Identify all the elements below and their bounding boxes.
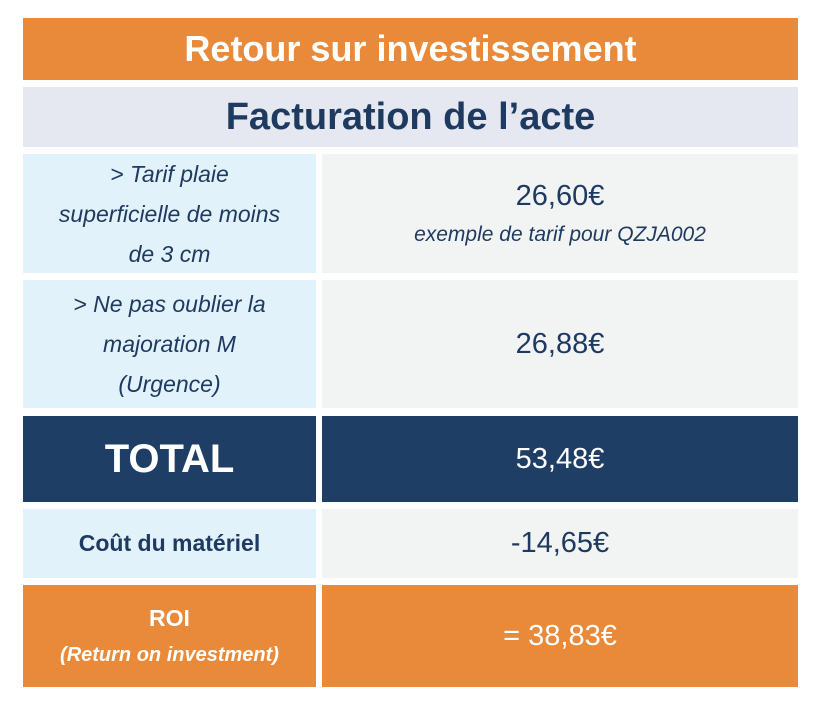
label-line: superficielle de moins (58, 200, 281, 227)
label-cell: > Tarif plaie superficielle de moins de … (23, 154, 316, 273)
label-line: de 3 cm (128, 240, 211, 267)
label: TOTAL (23, 416, 316, 502)
note: exemple de tarif pour QZJA002 (414, 223, 706, 246)
value: -14,65€ (322, 509, 798, 578)
sublabel: (Return on investment) (60, 644, 279, 666)
label-line: > Ne pas oublier la (73, 291, 266, 317)
label-line: (Urgence) (118, 371, 221, 397)
value: = 38,83€ (322, 585, 798, 687)
subtitle: Facturation de l’acte (23, 87, 798, 147)
value: 53,48€ (322, 416, 798, 502)
title: Retour sur investissement (23, 18, 798, 80)
label: ROI (149, 605, 190, 631)
label-cell: > Ne pas oublier la majoration M (Urgenc… (23, 280, 316, 408)
label: Coût du matériel (23, 509, 316, 578)
label-line: majoration M (103, 331, 236, 357)
value-cell: 26,60€ exemple de tarif pour QZJA002 (322, 154, 798, 273)
label-line: > Tarif plaie (110, 160, 229, 187)
value: 26,60€ (515, 180, 605, 212)
value: 26,88€ (322, 280, 798, 408)
label-cell: ROI (Return on investment) (23, 585, 316, 687)
